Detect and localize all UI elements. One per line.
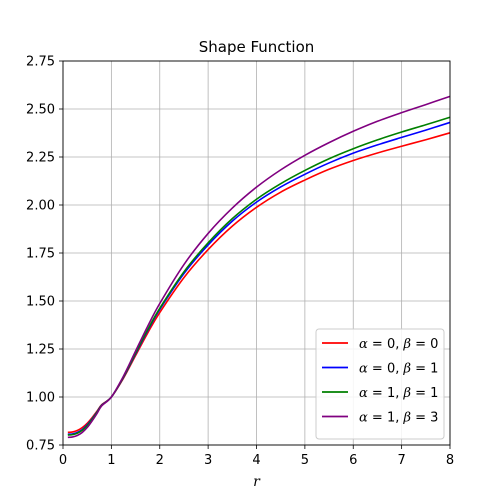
x-tick-label: 2 [156,453,164,468]
y-tick-label: 1.00 [26,391,55,406]
series-line-4 [67,95,451,439]
series-line-3 [67,116,451,436]
chart-title: Shape Function [199,38,315,56]
y-tick-label: 0.75 [26,439,55,454]
y-tick-label: 1.25 [26,343,55,358]
y-tick-label: 2.25 [26,151,55,166]
x-tick-label: 8 [446,453,454,468]
x-tick-label: 0 [59,453,67,468]
legend-label: α = 0, β = 1 [359,362,438,377]
legend-label: α = 1, β = 3 [359,411,438,426]
legend-box [315,328,445,440]
x-tick-label: 4 [252,453,260,468]
y-tick-label: 2.00 [26,199,55,214]
x-axis-label: r [253,474,261,490]
legend-label: α = 0, β = 0 [359,337,438,352]
y-tick-label: 1.50 [26,295,55,310]
series-line-1 [67,132,451,434]
x-tick-label: 5 [301,453,309,468]
legend: α = 0, β = 0 α = 0, β = 1 α = 1, β = 1 α = … [315,328,445,440]
axis-ticks: 0 1 2 3 4 5 6 7 8 0.75 1.00 1.25 1.50 1.75 2.00 2.25 2.5… [26,55,454,469]
y-tick-label: 2.50 [26,103,55,118]
x-tick-label: 7 [397,453,405,468]
x-tick-label: 3 [204,453,212,468]
y-tick-label: 2.75 [26,55,55,70]
plot-lines [67,95,451,439]
x-tick-label: 1 [107,453,115,468]
x-tick-label: 6 [349,453,357,468]
legend-label: α = 1, β = 1 [359,386,438,401]
y-tick-label: 1.75 [26,247,55,262]
